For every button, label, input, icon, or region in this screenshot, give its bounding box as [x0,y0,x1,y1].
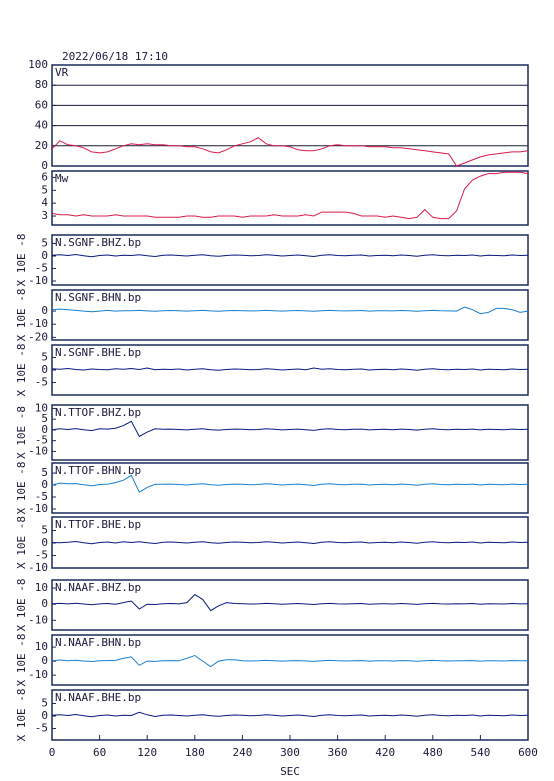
waveform-line [51,253,529,258]
x-tick-label: 180 [185,746,205,759]
y-tick-label: -10 [28,317,48,330]
y-axis-label: X 10E -8 [15,516,28,569]
y-tick-label: 100 [28,58,48,71]
y-tick-label: 40 [35,119,48,132]
x-tick-label: 600 [518,746,538,759]
waveform-line [51,171,529,220]
y-tick-label: 6 [41,170,48,183]
y-tick-label: 0 [41,304,48,317]
y-tick-label: -10 [28,668,48,681]
waveform-line [51,420,529,438]
y-tick-label: 0 [41,478,48,491]
y-tick-label: 5 [41,351,48,364]
waveform-line [51,593,529,612]
y-tick-label: 5 [41,466,48,479]
panel-frame [51,344,529,396]
y-tick-label: -5 [35,262,48,275]
y-tick-label: -10 [28,561,48,574]
y-tick-label: -10 [28,613,48,626]
y-tick-label: 5 [41,697,48,710]
x-axis-label: SEC [280,765,300,778]
x-tick-label: 540 [470,746,490,759]
y-tick-label: 80 [35,78,48,91]
y-axis-label: X 10E -8 [15,406,28,459]
panel-frame [51,634,529,686]
x-tick-label: 0 [49,746,56,759]
y-tick-label: 4 [41,196,48,209]
panel-label: N.SGNF.BHE.bp [55,346,141,359]
y-tick-label: 0 [41,597,48,610]
x-tick-label: 420 [375,746,395,759]
x-tick-label: 240 [232,746,252,759]
y-axis-label: X 10E -8 [15,634,28,687]
panel-frame [51,462,529,514]
panel-label: Mw [55,172,69,185]
y-tick-label: 3 [41,209,48,222]
panel-label: N.NAAF.BHE.bp [55,691,141,704]
panel-frame [51,64,529,167]
waveform-line [51,711,529,718]
y-axis-label: X 10E -8 [15,689,28,742]
x-tick-label: 480 [423,746,443,759]
waveform-line [51,540,529,545]
x-tick-label: 360 [328,746,348,759]
y-tick-label: 5 [41,524,48,537]
waveform-line [51,367,529,371]
panel-label: N.NAAF.BHZ.bp [55,581,141,594]
y-tick-label: 5 [41,412,48,425]
y-tick-label: -5 [35,434,48,447]
waveform-line [51,306,529,315]
y-axis-label: X 10E -8 [15,289,28,342]
y-tick-label: 0 [41,249,48,262]
panel-label: N.TTOF.BHZ.bp [55,406,141,419]
y-axis-label: X 10E -8 [15,579,28,632]
y-tick-label: 10 [35,640,48,653]
y-tick-label: -10 [28,274,48,287]
panel-frame [51,170,529,226]
y-tick-label: 20 [35,139,48,152]
waveform-line [51,654,529,668]
y-tick-label: 0 [41,363,48,376]
x-tick-label: 120 [137,746,157,759]
y-tick-label: -20 [28,330,48,343]
panel-label: N.TTOF.BHE.bp [55,518,141,531]
panel-label: VR [55,66,69,79]
y-tick-label: -5 [35,722,48,735]
x-tick-label: 300 [280,746,300,759]
y-tick-label: -5 [35,376,48,389]
x-tick-label: 60 [93,746,106,759]
panel-label: N.SGNF.BHZ.bp [55,236,141,249]
y-tick-label: 10 [35,581,48,594]
y-tick-label: -10 [28,444,48,457]
y-tick-label: -10 [28,502,48,515]
panel-frame [51,234,529,286]
panel-frame [51,579,529,631]
panel-label: N.NAAF.BHN.bp [55,636,141,649]
y-axis-label: X 10E -8 [15,344,28,397]
y-axis-label: X 10E -8 [15,462,28,515]
y-tick-label: 0 [41,536,48,549]
panel-frame [51,289,529,341]
chart-title: 2022/06/18 17:10 [62,50,168,63]
waveform-line [51,137,529,167]
y-tick-label: 60 [35,98,48,111]
y-tick-label: 0 [41,709,48,722]
y-axis-label: X 10E -8 [15,234,28,287]
y-tick-label: 0 [41,159,48,172]
panel-frame [51,404,529,461]
y-tick-label: 5 [41,237,48,250]
waveform-line [51,474,529,493]
panel-label: N.TTOF.BHN.bp [55,464,141,477]
y-tick-label: 5 [41,183,48,196]
y-tick-label: -5 [35,549,48,562]
y-tick-label: 0 [41,423,48,436]
y-tick-label: 10 [35,401,48,414]
y-tick-label: -5 [35,490,48,503]
panel-label: N.SGNF.BHN.bp [55,291,141,304]
y-tick-label: 0 [41,654,48,667]
